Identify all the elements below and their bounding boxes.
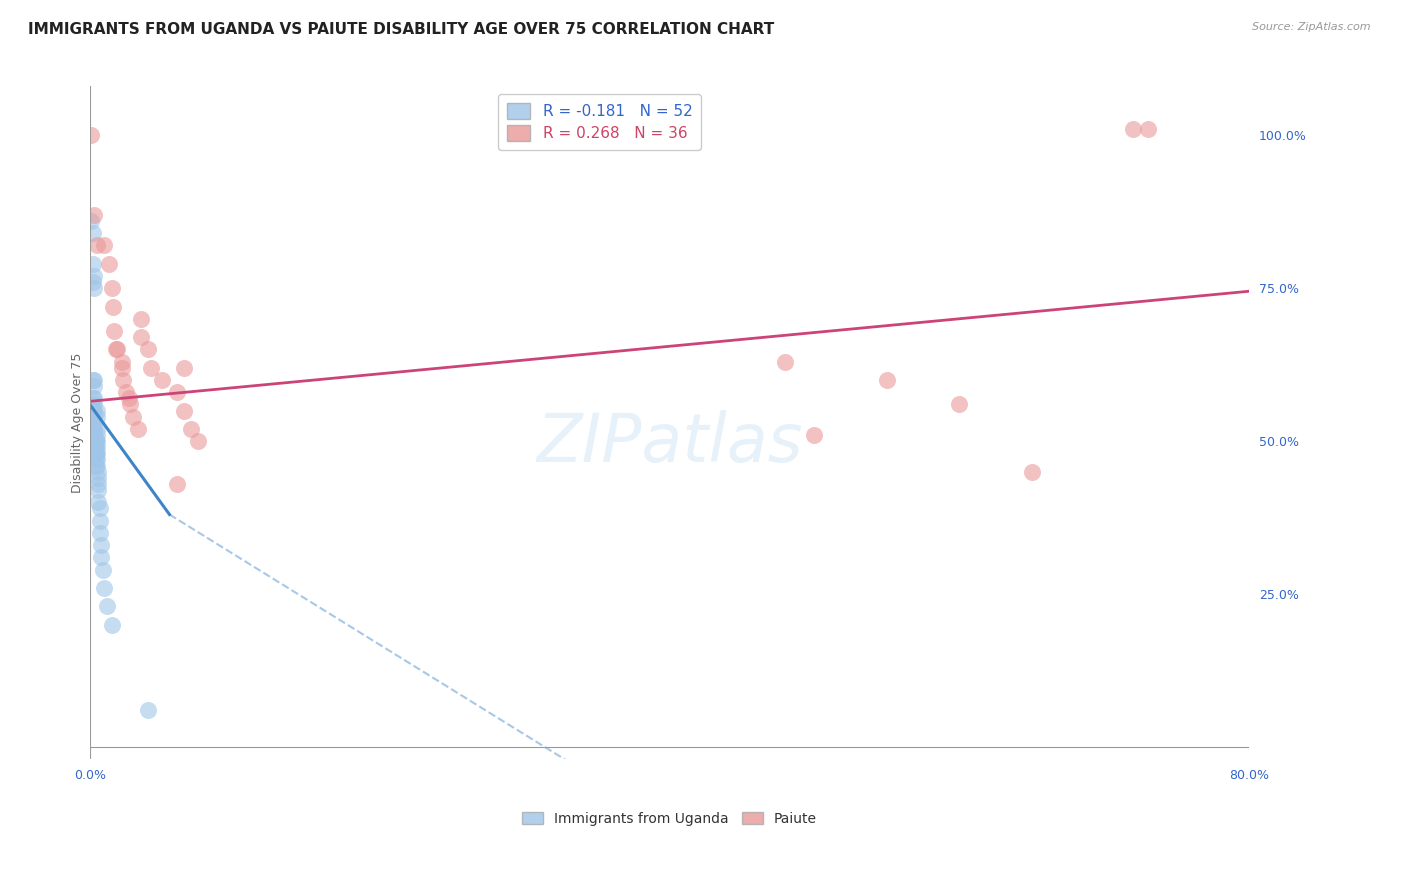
Legend: Immigrants from Uganda, Paiute: Immigrants from Uganda, Paiute — [516, 806, 823, 831]
Point — [82, 403, 104, 417]
Point — [87, 495, 110, 509]
Point — [948, 397, 970, 411]
Point — [82, 392, 104, 406]
Point — [87, 483, 110, 497]
Point — [83, 379, 105, 393]
Point — [136, 343, 159, 357]
Point — [89, 514, 111, 528]
Point — [82, 422, 104, 436]
Point — [83, 392, 105, 406]
Point — [100, 281, 122, 295]
Point — [86, 434, 108, 449]
Point — [80, 409, 103, 424]
Point — [84, 434, 107, 449]
Point — [187, 434, 209, 449]
Point — [80, 440, 103, 454]
Point — [89, 525, 111, 540]
Point — [111, 360, 134, 375]
Point — [1136, 122, 1159, 136]
Point — [115, 385, 138, 400]
Point — [86, 238, 108, 252]
Point — [82, 226, 104, 240]
Point — [83, 422, 105, 436]
Point — [86, 428, 108, 442]
Point — [90, 538, 112, 552]
Point — [97, 257, 120, 271]
Point — [84, 446, 107, 460]
Point — [83, 268, 105, 283]
Point — [803, 428, 825, 442]
Point — [120, 397, 142, 411]
Point — [150, 373, 173, 387]
Point — [86, 440, 108, 454]
Point — [105, 343, 128, 357]
Point — [84, 446, 107, 460]
Point — [139, 360, 162, 375]
Point — [86, 422, 108, 436]
Point — [876, 373, 898, 387]
Point — [100, 617, 122, 632]
Point — [180, 422, 202, 436]
Point — [173, 403, 195, 417]
Point — [166, 476, 188, 491]
Point — [93, 238, 115, 252]
Point — [1122, 122, 1144, 136]
Point — [173, 360, 195, 375]
Point — [129, 330, 152, 344]
Point — [136, 703, 159, 717]
Point — [101, 300, 124, 314]
Point — [112, 373, 135, 387]
Point — [83, 403, 105, 417]
Point — [86, 458, 108, 473]
Point — [86, 452, 108, 467]
Point — [83, 281, 105, 295]
Point — [166, 385, 188, 400]
Point — [90, 550, 112, 565]
Text: IMMIGRANTS FROM UGANDA VS PAIUTE DISABILITY AGE OVER 75 CORRELATION CHART: IMMIGRANTS FROM UGANDA VS PAIUTE DISABIL… — [28, 22, 775, 37]
Point — [103, 324, 125, 338]
Point — [82, 257, 104, 271]
Point — [129, 311, 152, 326]
Point — [86, 446, 108, 460]
Point — [89, 501, 111, 516]
Point — [111, 354, 134, 368]
Point — [118, 392, 141, 406]
Point — [127, 422, 149, 436]
Point — [83, 373, 105, 387]
Point — [84, 440, 107, 454]
Point — [84, 452, 107, 467]
Point — [84, 434, 107, 449]
Point — [775, 354, 797, 368]
Text: Source: ZipAtlas.com: Source: ZipAtlas.com — [1253, 22, 1371, 32]
Point — [83, 409, 105, 424]
Point — [80, 214, 103, 228]
Point — [122, 409, 145, 424]
Point — [80, 128, 103, 143]
Point — [84, 458, 107, 473]
Point — [83, 397, 105, 411]
Point — [91, 562, 114, 576]
Point — [96, 599, 118, 614]
Point — [86, 403, 108, 417]
Point — [93, 581, 115, 595]
Point — [87, 471, 110, 485]
Point — [83, 416, 105, 430]
Point — [1021, 465, 1043, 479]
Text: ZIPatlas: ZIPatlas — [536, 410, 803, 476]
Y-axis label: Disability Age Over 75: Disability Age Over 75 — [72, 352, 84, 493]
Point — [104, 343, 127, 357]
Point — [83, 208, 105, 222]
Point — [82, 373, 104, 387]
Point — [86, 409, 108, 424]
Point — [87, 465, 110, 479]
Point — [87, 476, 110, 491]
Point — [82, 275, 104, 289]
Point — [83, 428, 105, 442]
